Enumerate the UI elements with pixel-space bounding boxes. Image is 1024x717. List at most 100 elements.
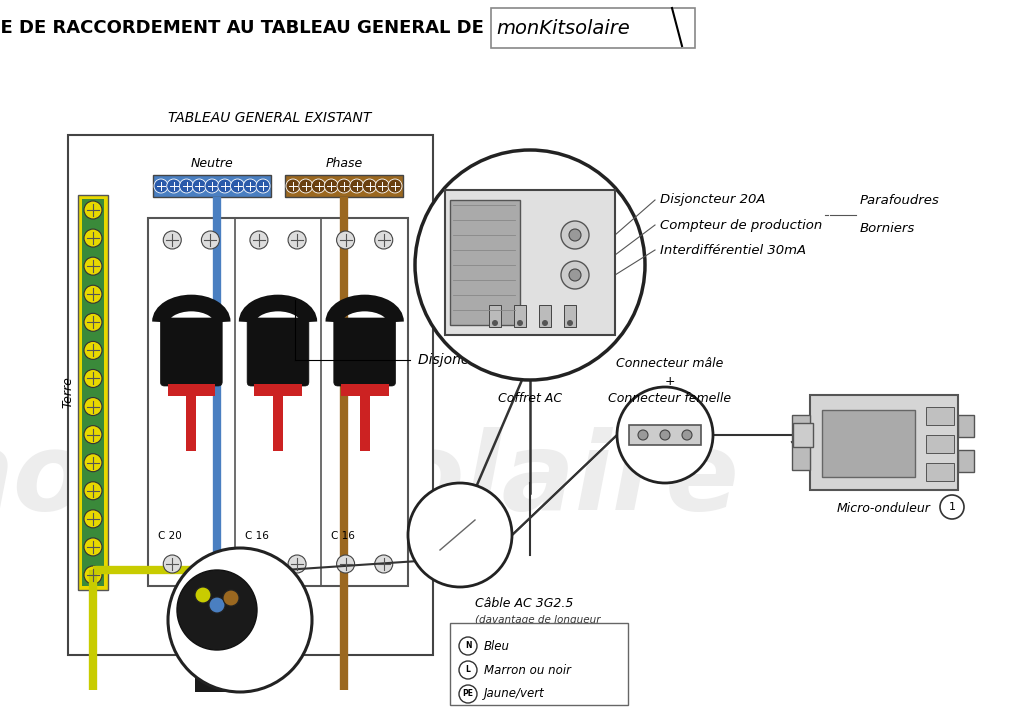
Circle shape [362, 179, 377, 193]
Text: +: + [665, 375, 675, 388]
Text: Coffret AC: Coffret AC [498, 392, 562, 405]
Circle shape [202, 555, 219, 573]
Bar [68, 135, 433, 655]
Text: TABLEAU GENERAL EXISTANT: TABLEAU GENERAL EXISTANT [168, 111, 372, 125]
Bar [793, 423, 813, 447]
Bar [926, 407, 954, 425]
Bar [489, 305, 501, 327]
Circle shape [940, 495, 964, 519]
Text: PE: PE [463, 690, 473, 698]
Bar [810, 395, 958, 490]
Circle shape [84, 313, 102, 331]
Circle shape [202, 231, 219, 249]
Bar [958, 450, 974, 472]
Circle shape [617, 387, 713, 483]
Bar [285, 175, 403, 197]
Bar [148, 218, 408, 586]
Circle shape [311, 179, 326, 193]
Circle shape [84, 397, 102, 416]
Circle shape [230, 179, 245, 193]
Circle shape [415, 150, 645, 380]
Circle shape [84, 538, 102, 556]
Circle shape [459, 685, 477, 703]
FancyBboxPatch shape [490, 8, 695, 48]
Bar [153, 175, 271, 197]
Circle shape [84, 201, 102, 219]
Bar [254, 384, 302, 396]
Circle shape [84, 454, 102, 472]
Circle shape [84, 341, 102, 359]
FancyBboxPatch shape [334, 318, 395, 386]
Bar [450, 623, 628, 705]
Circle shape [561, 261, 589, 289]
Text: Connecteur mâle: Connecteur mâle [616, 357, 724, 370]
Text: 1: 1 [948, 502, 955, 512]
Text: Terre: Terre [61, 376, 74, 409]
Circle shape [163, 555, 181, 573]
Text: Jaune/vert: Jaune/vert [484, 688, 545, 701]
Bar [539, 305, 551, 327]
Bar [514, 305, 526, 327]
Circle shape [209, 597, 225, 613]
Circle shape [288, 555, 306, 573]
Circle shape [250, 555, 268, 573]
Bar [792, 415, 810, 470]
Text: (davantage de longueur
disponible sur demande): (davantage de longueur disponible sur de… [475, 615, 604, 637]
Bar [450, 200, 520, 325]
Circle shape [299, 179, 312, 193]
Circle shape [286, 179, 300, 193]
Bar [195, 565, 239, 692]
Circle shape [408, 483, 512, 587]
Bar [273, 396, 283, 451]
Circle shape [542, 320, 548, 326]
Bar [926, 435, 954, 453]
Text: Disjoncteur 20A: Disjoncteur 20A [660, 194, 766, 206]
Circle shape [163, 231, 181, 249]
FancyBboxPatch shape [247, 318, 309, 386]
Bar [629, 425, 701, 445]
Circle shape [492, 320, 498, 326]
Circle shape [195, 587, 211, 603]
Circle shape [205, 179, 219, 193]
Bar [78, 195, 108, 590]
Text: Phase: Phase [326, 157, 362, 170]
FancyBboxPatch shape [161, 318, 222, 386]
Circle shape [84, 369, 102, 387]
Circle shape [561, 221, 589, 249]
Bar [564, 305, 575, 327]
Circle shape [256, 179, 270, 193]
Circle shape [350, 179, 364, 193]
Text: Parafoudres: Parafoudres [860, 194, 940, 206]
Text: Bleu: Bleu [484, 640, 510, 652]
Circle shape [84, 285, 102, 303]
Circle shape [250, 231, 268, 249]
Circle shape [569, 269, 581, 281]
Circle shape [459, 661, 477, 679]
Text: Compteur de production: Compteur de production [660, 219, 822, 232]
Circle shape [84, 482, 102, 500]
Text: Disjoncteur 16 A: Disjoncteur 16 A [418, 353, 534, 367]
Text: Neutre: Neutre [190, 157, 233, 170]
Circle shape [179, 179, 194, 193]
Circle shape [223, 590, 239, 606]
Bar [359, 396, 370, 451]
Text: C 20: C 20 [158, 531, 181, 541]
Text: NOTICE DE RACCORDEMENT AU TABLEAU GENERAL DE: NOTICE DE RACCORDEMENT AU TABLEAU GENERA… [0, 19, 490, 37]
Text: Câble AC 3G2.5: Câble AC 3G2.5 [475, 597, 573, 610]
Circle shape [167, 179, 181, 193]
Text: C 16: C 16 [332, 531, 355, 541]
Circle shape [660, 430, 670, 440]
Circle shape [177, 570, 257, 650]
Circle shape [388, 179, 402, 193]
Bar [822, 410, 915, 477]
Bar [445, 190, 615, 335]
Text: Connecteur femelle: Connecteur femelle [608, 392, 731, 405]
Circle shape [84, 229, 102, 247]
Circle shape [567, 320, 573, 326]
Text: Marron ou noir: Marron ou noir [484, 663, 571, 677]
Circle shape [168, 548, 312, 692]
Text: C 16: C 16 [245, 531, 268, 541]
Text: N: N [465, 642, 471, 650]
Text: Interdifférentiel 30mA: Interdifférentiel 30mA [660, 244, 806, 257]
Circle shape [218, 179, 231, 193]
